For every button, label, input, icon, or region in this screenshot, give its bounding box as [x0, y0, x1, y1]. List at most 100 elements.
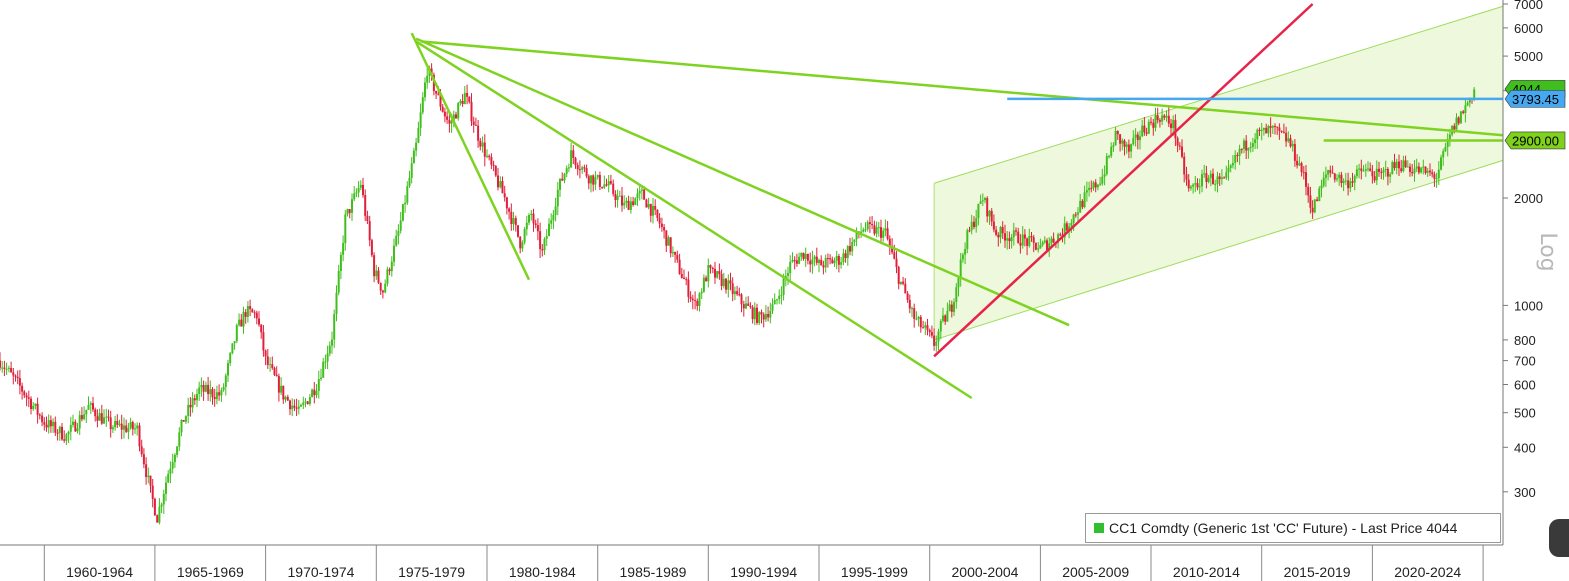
candle-body: [508, 208, 511, 212]
candle-body: [634, 198, 637, 205]
candle-body: [466, 92, 469, 97]
candle-body: [125, 425, 128, 432]
candle-body: [253, 312, 256, 314]
candle-body: [811, 259, 814, 265]
candle-body: [187, 404, 190, 417]
candle-body: [1, 367, 4, 369]
candle-body: [1236, 155, 1239, 157]
candle-body: [36, 403, 39, 415]
candle-body: [207, 384, 210, 395]
candle-body: [399, 220, 402, 231]
candle-body: [1442, 151, 1445, 158]
candle-body: [517, 225, 519, 237]
candle-body: [215, 392, 218, 400]
candle-body: [935, 341, 938, 346]
candle-body: [583, 167, 586, 169]
candle-body: [1096, 184, 1099, 188]
candle-body: [94, 409, 97, 417]
candle-body: [999, 227, 1002, 238]
candle-body: [605, 184, 608, 186]
candle-body: [846, 246, 849, 258]
candle-body: [643, 189, 646, 200]
candle-body: [1225, 172, 1228, 178]
x-tick-label: 2005-2009: [1062, 564, 1129, 580]
candle-body: [63, 439, 66, 441]
x-tick-label: 2000-2004: [952, 564, 1019, 580]
candle-body: [840, 262, 843, 265]
candle-body: [430, 68, 433, 75]
candle-body: [587, 176, 590, 184]
candle-body: [1077, 212, 1079, 215]
candle-body: [676, 254, 679, 260]
candle-body: [532, 213, 535, 224]
candle-body: [543, 238, 546, 251]
candle-body: [1274, 126, 1276, 127]
candle-body: [559, 178, 561, 190]
candle-body: [1154, 115, 1157, 128]
candle-body: [990, 210, 993, 222]
candle-body: [5, 368, 8, 370]
candle-body: [72, 421, 74, 425]
candle-body: [618, 195, 621, 197]
candle-body: [401, 204, 404, 221]
candle-body: [1338, 174, 1341, 179]
candle-body: [1448, 134, 1451, 140]
candle-body: [242, 312, 245, 327]
candle-body: [800, 252, 803, 257]
candle-body: [1391, 162, 1394, 175]
candle-body: [1127, 144, 1130, 152]
candle-body: [1355, 169, 1358, 177]
candle-body: [92, 403, 94, 410]
candle-body: [802, 252, 805, 259]
candle-body: [1090, 187, 1093, 189]
candle-body: [459, 101, 462, 103]
candle-body: [1435, 178, 1438, 180]
candle-body: [49, 420, 52, 427]
candle-body: [227, 363, 229, 376]
candle-body: [1298, 163, 1301, 166]
candle-body: [1466, 102, 1469, 106]
candle-body: [393, 245, 395, 262]
candle-body: [601, 186, 604, 188]
legend-swatch: [1094, 523, 1104, 533]
trendline: [420, 40, 1504, 137]
candle-body: [1320, 185, 1323, 189]
candle-body: [638, 190, 641, 194]
price-series: [0, 63, 1476, 525]
candle-body: [561, 178, 564, 181]
candle-body: [1116, 131, 1119, 135]
candle-body: [899, 281, 902, 284]
candle-body: [882, 230, 885, 238]
candle-body: [499, 181, 502, 188]
y-tick-label: 500: [1514, 406, 1536, 421]
candle-body: [463, 92, 466, 105]
candle-body: [176, 446, 179, 455]
candle-body: [328, 345, 331, 354]
candle-body: [751, 307, 754, 320]
candle-body: [888, 238, 891, 247]
candle-body: [204, 384, 207, 392]
candle-body: [1262, 127, 1265, 130]
candle-body: [594, 177, 597, 185]
candle-body: [964, 249, 967, 255]
candle-body: [902, 281, 905, 284]
candle-body: [906, 293, 909, 300]
candle-body: [851, 242, 854, 252]
candle-body: [173, 454, 176, 463]
price-tag-label: 3793.45: [1512, 92, 1559, 107]
candle-body: [386, 269, 389, 284]
candle-body: [1324, 174, 1327, 178]
x-tick-label: 1970-1974: [288, 564, 355, 580]
candle-body: [997, 234, 1000, 238]
candle-body: [939, 321, 942, 332]
candle-body: [375, 270, 378, 277]
candle-body: [1223, 177, 1226, 179]
candle-body: [1032, 237, 1035, 243]
candle-body: [408, 177, 411, 187]
candle-body: [472, 121, 475, 125]
candle-body: [674, 252, 677, 255]
legend-label: CC1 Comdty (Generic 1st 'CC' Future) - L…: [1109, 520, 1458, 536]
x-tick-label: 2010-2014: [1173, 564, 1240, 580]
chart-menu-icon[interactable]: [1549, 519, 1569, 557]
candle-body: [1280, 130, 1283, 132]
